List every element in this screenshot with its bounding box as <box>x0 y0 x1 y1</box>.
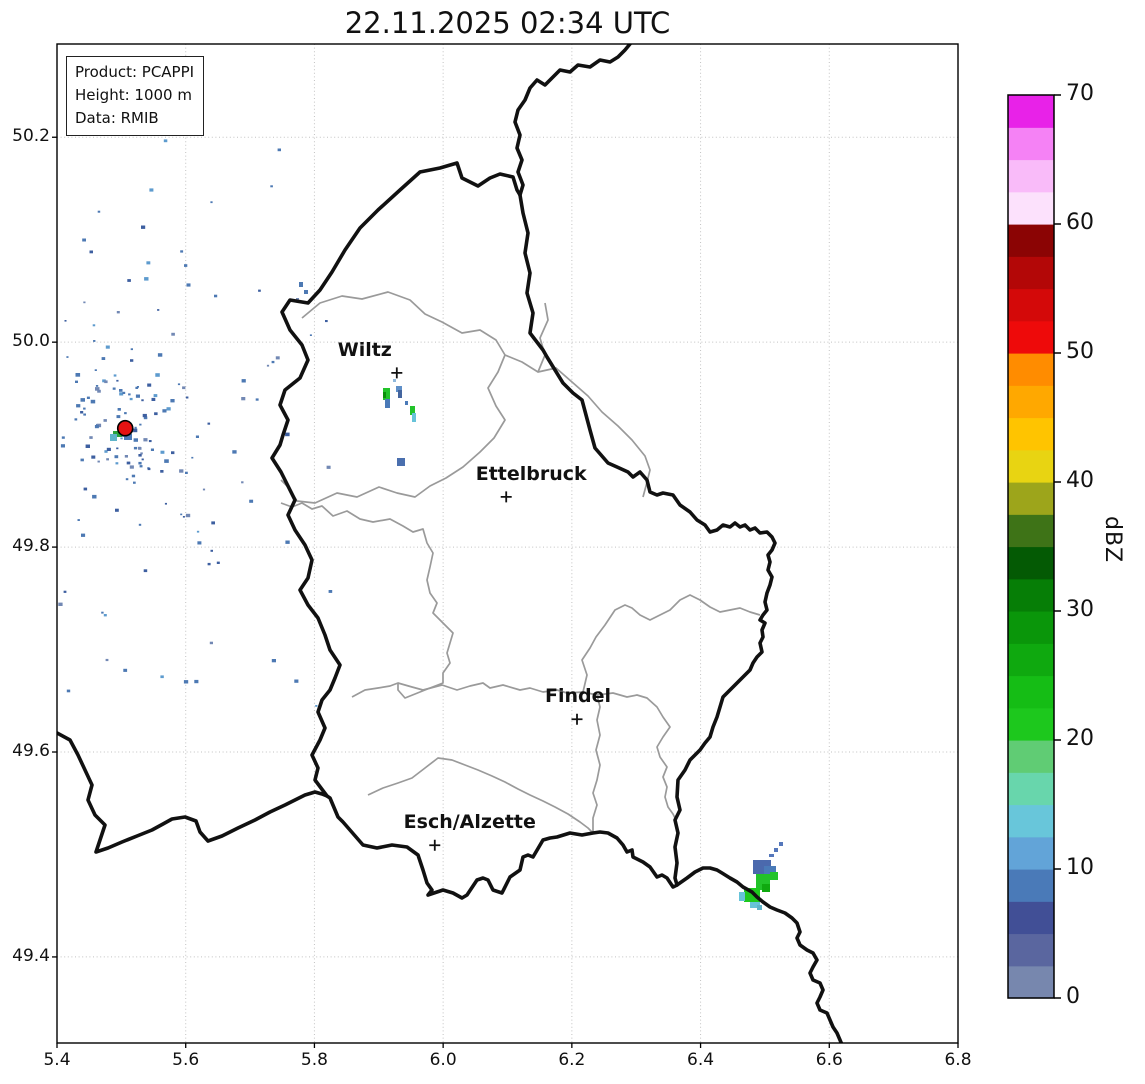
x-tick-label: 6.4 <box>687 1050 715 1070</box>
colorbar-tick-label: 10 <box>1066 855 1094 880</box>
city-label-wiltz: Wiltz <box>338 339 392 361</box>
colorbar-tick-label: 40 <box>1066 468 1094 493</box>
colorbar-tick-label: 50 <box>1066 339 1094 364</box>
colorbar <box>1007 94 1061 999</box>
x-tick-label: 6.6 <box>815 1050 843 1070</box>
colorbar-tick-label: 0 <box>1066 984 1080 1009</box>
y-tick-label: 50.0 <box>12 331 50 352</box>
product-line: Product: PCAPPI <box>75 63 195 81</box>
x-tick-label: 6.8 <box>944 1050 972 1070</box>
x-tick-label: 5.6 <box>172 1050 200 1070</box>
y-tick-label: 49.8 <box>12 536 50 557</box>
y-tick-label: 49.6 <box>12 741 50 761</box>
city-marker-ettelbruck <box>500 491 512 503</box>
colorbar-unit-label: dBZ <box>1100 516 1125 564</box>
country-borders <box>57 44 844 1043</box>
city-marker-esch-alzette <box>429 839 441 851</box>
x-tick-label: 5.8 <box>300 1050 328 1070</box>
city-markers: Wiltz Ettelbruck Findel Esch/Alzette <box>338 339 611 851</box>
city-label-ettelbruck: Ettelbruck <box>476 463 587 485</box>
figure-title: 22.11.2025 02:34 UTC <box>344 6 671 40</box>
gridlines <box>56 44 959 1043</box>
y-tick-label: 49.4 <box>12 945 50 966</box>
colorbar-tick-label: 60 <box>1066 210 1094 235</box>
radar-site-marker <box>116 419 134 437</box>
precip-echo-cells <box>110 282 783 910</box>
data-line: Data: RMIB <box>75 109 159 127</box>
x-tick-label: 6.2 <box>558 1050 586 1070</box>
product-info-box: Product: PCAPPI Height: 1000 m Data: RMI… <box>66 56 205 136</box>
colorbar-tick-label: 70 <box>1066 81 1094 106</box>
height-line: Height: 1000 m <box>75 86 192 104</box>
city-label-esch-alzette: Esch/Alzette <box>404 811 536 833</box>
city-label-findel: Findel <box>545 685 611 707</box>
colorbar-tick-label: 20 <box>1066 726 1094 751</box>
x-tick-label: 5.4 <box>43 1050 71 1070</box>
axis-ticks <box>52 136 959 1048</box>
x-tick-label: 6.0 <box>429 1050 457 1070</box>
city-marker-findel <box>571 713 583 725</box>
colorbar-tick-label: 30 <box>1066 597 1094 622</box>
canton-borders <box>280 291 761 834</box>
y-tick-label: 50.2 <box>12 126 50 147</box>
plot-spine <box>56 43 959 1044</box>
map-layers <box>57 44 844 1043</box>
city-marker-wiltz <box>391 367 403 379</box>
ground-clutter <box>58 139 333 707</box>
